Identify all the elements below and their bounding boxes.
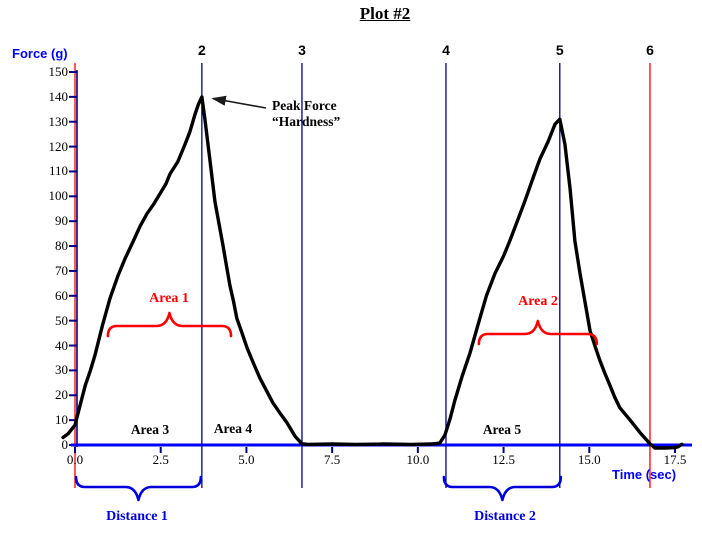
x-tick-label-0.0: 0.0	[66, 452, 84, 467]
event-marker-label-4: 4	[442, 42, 450, 58]
y-tick-label-100: 100	[48, 188, 69, 204]
distance2-label: Distance 2	[474, 509, 536, 524]
x-axis-title: Time (sec)	[612, 467, 677, 482]
peak-force-line2: “Hardness”	[272, 114, 341, 129]
event-marker-label-5: 5	[555, 42, 564, 58]
x-tick-label-5.0: 5.0	[238, 452, 255, 467]
x-tick-label-17.5: 17.5	[663, 452, 687, 467]
y-tick-label-50: 50	[55, 312, 68, 328]
y-tick-label-90: 90	[55, 213, 68, 229]
chart-title: Plot #2	[359, 4, 411, 23]
distance1-brace	[74, 475, 203, 502]
y-tick-label-10: 10	[55, 412, 68, 428]
area3-label: Area 3	[130, 422, 170, 437]
y-tick-label-0: 0	[61, 437, 69, 452]
peak-force-annotation: Peak Force “Hardness”	[272, 98, 340, 130]
area2-brace	[477, 319, 599, 346]
distance2-brace	[442, 475, 563, 502]
y-tick-label-60: 60	[55, 287, 68, 303]
peak-force-line1: Peak Force	[272, 98, 337, 113]
x-tick-label-12.5: 12.5	[492, 452, 515, 467]
y-tick-label-120: 120	[48, 138, 69, 154]
area1-label: Area 1	[149, 291, 189, 306]
event-marker-label-2: 2	[197, 42, 206, 58]
event-marker-label-6: 6	[646, 42, 654, 58]
y-tick-label-150: 150	[48, 64, 69, 79]
y-tick-label-110: 110	[48, 163, 68, 179]
x-tick-label-2.5: 2.5	[152, 452, 169, 467]
y-tick-label-80: 80	[55, 238, 68, 254]
y-tick-label-20: 20	[55, 387, 68, 403]
y-tick-label-130: 130	[48, 113, 69, 129]
x-tick-label-15.0: 15.0	[577, 452, 601, 467]
area1-brace	[106, 311, 233, 338]
y-axis-title: Force (g)	[12, 46, 68, 61]
area4-label: Area 4	[213, 421, 253, 436]
y-tick-label-40: 40	[55, 337, 68, 353]
x-tick-label-7.5: 7.5	[324, 452, 341, 467]
area2-label: Area 2	[518, 294, 558, 309]
y-tick-label-30: 30	[55, 362, 68, 378]
area5-label: Area 5	[482, 422, 522, 437]
distance1-label: Distance 1	[106, 509, 168, 524]
force-curve	[61, 95, 684, 450]
x-tick-label-10.0: 10.0	[406, 452, 430, 467]
peak-force-arrow	[211, 95, 267, 109]
y-tick-label-70: 70	[55, 262, 68, 278]
event-marker-label-3: 3	[298, 42, 306, 58]
y-tick-label-140: 140	[48, 88, 69, 104]
